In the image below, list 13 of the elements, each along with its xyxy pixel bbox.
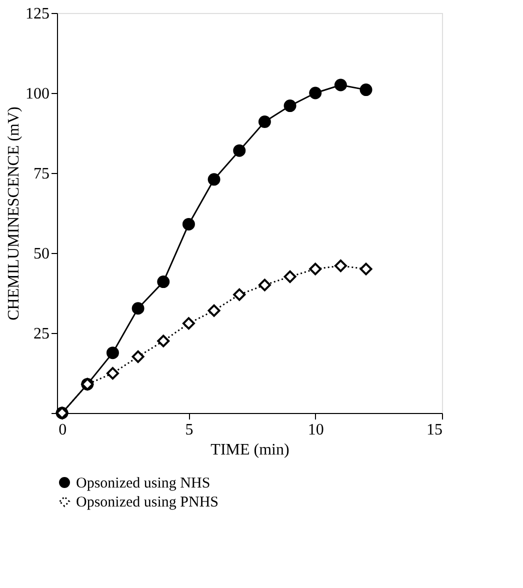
x-axis-title: TIME (min) xyxy=(210,442,290,458)
x-tick-label: 5 xyxy=(185,422,194,438)
y-tick-label: 25 xyxy=(34,326,50,342)
legend-label: Opsonized using NHS xyxy=(76,476,210,492)
y-tick-label: 125 xyxy=(26,6,50,22)
x-tick-label: 0 xyxy=(58,422,67,438)
y-tick-label: 100 xyxy=(26,86,50,102)
y-tick-label: 75 xyxy=(34,166,50,182)
legend-label: Opsonized using PNHS xyxy=(76,494,219,510)
x-tick-label: 10 xyxy=(308,422,324,438)
x-tick-label: 15 xyxy=(426,422,442,438)
y-axis-title: CHEMILUMINESCENCE (mV) xyxy=(6,106,22,320)
y-tick-label: 50 xyxy=(34,246,50,262)
